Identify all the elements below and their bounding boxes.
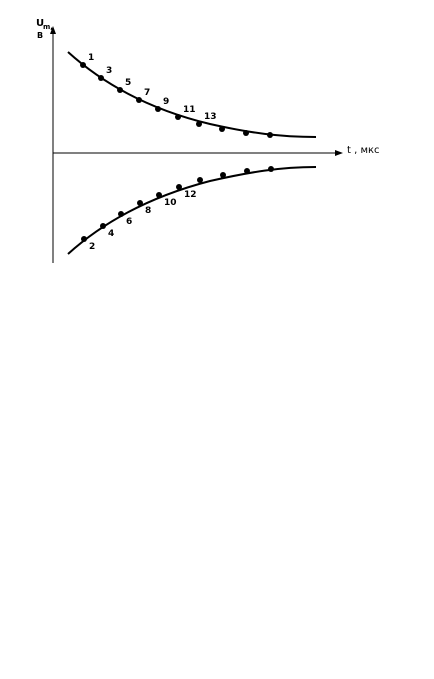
lower-point [220,172,226,178]
point-label: 7 [144,88,150,98]
point-label: 1 [88,53,94,63]
y-axis-symbol: U [36,18,44,29]
point-label: 10 [164,198,177,208]
point-label: 8 [145,206,151,216]
lower-point [197,177,203,183]
point-label: 4 [108,229,114,239]
point-label: 5 [125,78,131,88]
point-label: 9 [163,97,169,107]
lower-point [118,211,124,217]
y-axis-arrow [50,26,56,34]
upper-point [136,97,142,103]
lower-point [137,200,143,206]
upper-point [80,62,86,68]
point-label: 2 [89,242,95,252]
lower-point [81,236,87,242]
point-label: 12 [184,190,197,200]
x-axis-label: t , мкс [347,145,380,156]
upper-point [155,106,161,112]
point-label: 13 [204,112,217,122]
lower-point [100,223,106,229]
y-axis-unit: В [37,31,43,40]
y-axis-subscript: m, [43,23,53,31]
upper-point [243,130,249,136]
lower-point [176,184,182,190]
lower-point [244,168,250,174]
point-label: 6 [126,217,132,227]
upper-point [219,126,225,132]
upper-point [98,75,104,81]
x-axis-arrow [335,150,343,156]
upper-point [196,121,202,127]
upper-point [175,114,181,120]
point-label: 11 [183,105,196,115]
lower-point [268,166,274,172]
point-label: 3 [106,66,112,76]
upper-curve [67,51,317,138]
upper-point [117,87,123,93]
lower-point [156,192,162,198]
upper-point [267,132,273,138]
